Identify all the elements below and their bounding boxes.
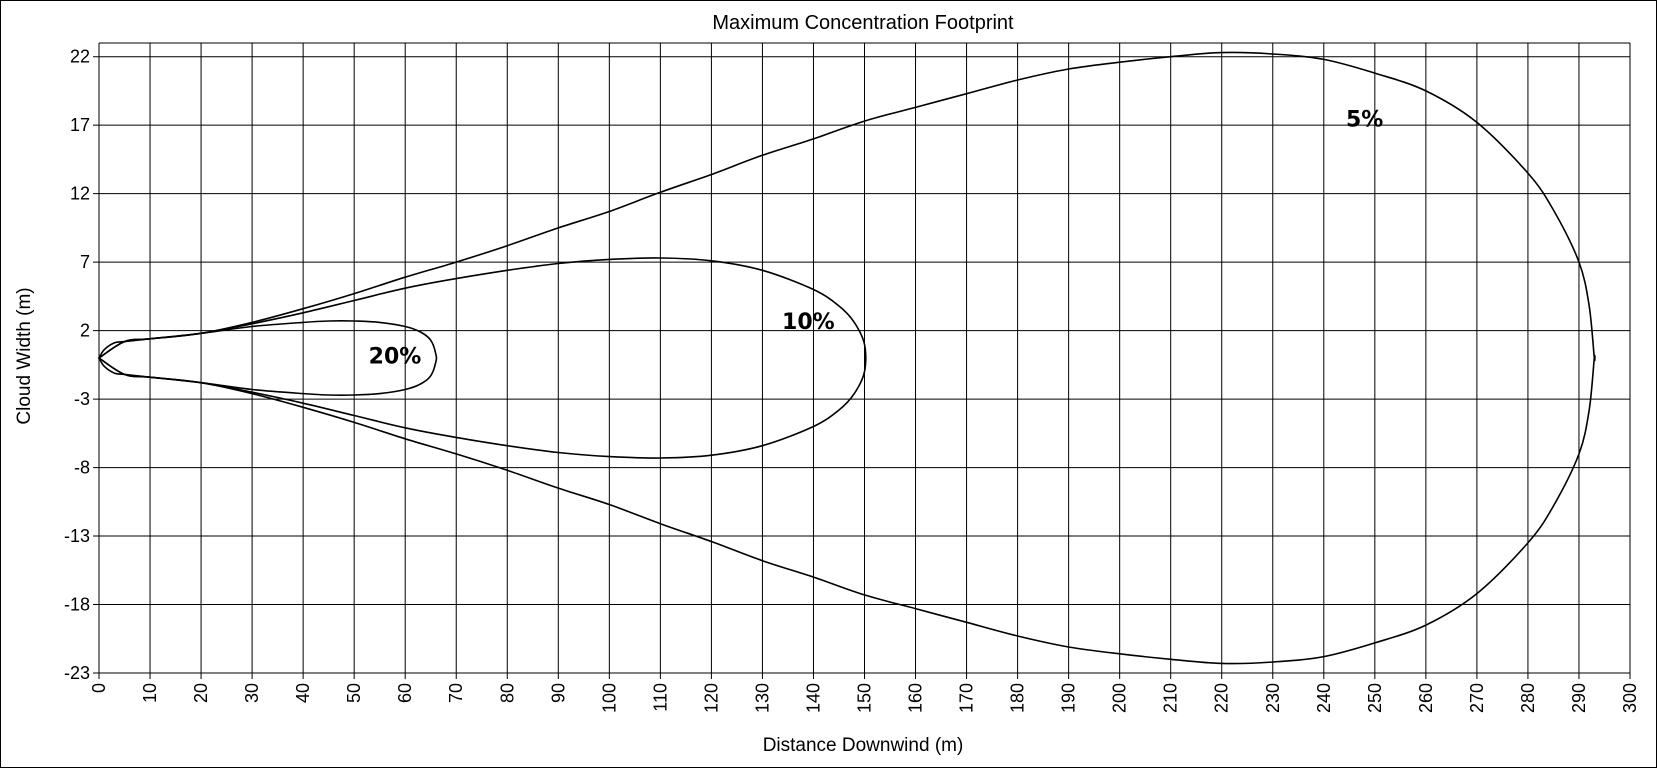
y-tick-label: 22 bbox=[70, 47, 90, 67]
x-tick-label: 60 bbox=[395, 683, 415, 703]
x-tick-label: 30 bbox=[242, 683, 262, 703]
x-tick-label: 0 bbox=[89, 683, 109, 693]
x-tick-label: 260 bbox=[1416, 683, 1436, 713]
x-tick-label: 280 bbox=[1518, 683, 1538, 713]
x-tick-label: 270 bbox=[1467, 683, 1487, 713]
x-tick-label: 50 bbox=[344, 683, 364, 703]
x-tick-label: 190 bbox=[1059, 683, 1079, 713]
y-tick-label: 17 bbox=[70, 115, 90, 135]
x-tick-label: 90 bbox=[548, 683, 568, 703]
x-tick-label: 40 bbox=[293, 683, 313, 703]
y-tick-label: -23 bbox=[64, 663, 90, 683]
y-tick-label: -18 bbox=[64, 595, 90, 615]
y-tick-label: 2 bbox=[80, 321, 90, 341]
contour-label-3: 20% bbox=[369, 344, 422, 369]
x-tick-label: 240 bbox=[1314, 683, 1334, 713]
y-tick-label: -13 bbox=[64, 526, 90, 546]
x-tick-label: 180 bbox=[1008, 683, 1028, 713]
x-tick-label: 130 bbox=[752, 683, 772, 713]
y-tick-label: 12 bbox=[70, 184, 90, 204]
x-tick-label: 20 bbox=[191, 683, 211, 703]
y-tick-label: 7 bbox=[80, 252, 90, 272]
y-tick-labels: 22 17 12 7 2 -3 -8 -13 -18 -23 bbox=[64, 47, 90, 683]
x-tick-label: 230 bbox=[1263, 683, 1283, 713]
contour-label-1: 5% bbox=[1346, 107, 1383, 132]
x-tick-label: 300 bbox=[1620, 683, 1640, 713]
contour-labels: 5% 10% 20% bbox=[369, 107, 1384, 369]
x-tick-label: 210 bbox=[1161, 683, 1181, 713]
x-tick-label: 170 bbox=[957, 683, 977, 713]
x-tick-label: 200 bbox=[1110, 683, 1130, 713]
contour-line-3 bbox=[97, 320, 438, 396]
contour-line-1 bbox=[98, 51, 1596, 665]
x-axis-label: Distance Downwind (m) bbox=[763, 735, 964, 756]
x-tick-label: 70 bbox=[446, 683, 466, 703]
contours bbox=[97, 51, 1596, 665]
x-tick-label: 120 bbox=[701, 683, 721, 713]
x-tick-label: 290 bbox=[1569, 683, 1589, 713]
x-tick-label: 140 bbox=[803, 683, 823, 713]
x-tick-label: 220 bbox=[1212, 683, 1232, 713]
x-tick-label: 110 bbox=[650, 683, 670, 712]
contour-label-2: 10% bbox=[782, 310, 835, 335]
y-tick-label: -8 bbox=[74, 458, 90, 478]
chart-title: Maximum Concentration Footprint bbox=[712, 12, 1014, 34]
x-tick-label: 150 bbox=[855, 683, 875, 713]
x-tick-label: 160 bbox=[906, 683, 926, 713]
y-axis-label: Cloud Width (m) bbox=[14, 287, 35, 424]
contour-line-2 bbox=[97, 257, 867, 459]
x-tick-label: 250 bbox=[1365, 683, 1385, 713]
x-tick-label: 100 bbox=[599, 683, 619, 713]
grid bbox=[93, 42, 1631, 679]
x-tick-label: 10 bbox=[140, 683, 160, 703]
x-tick-labels: 0 10 20 30 40 50 60 70 80 90 100 110 120 130 140 150 160… bbox=[89, 683, 1640, 713]
x-tick-label: 80 bbox=[497, 683, 517, 703]
y-tick-label: -3 bbox=[74, 389, 90, 409]
